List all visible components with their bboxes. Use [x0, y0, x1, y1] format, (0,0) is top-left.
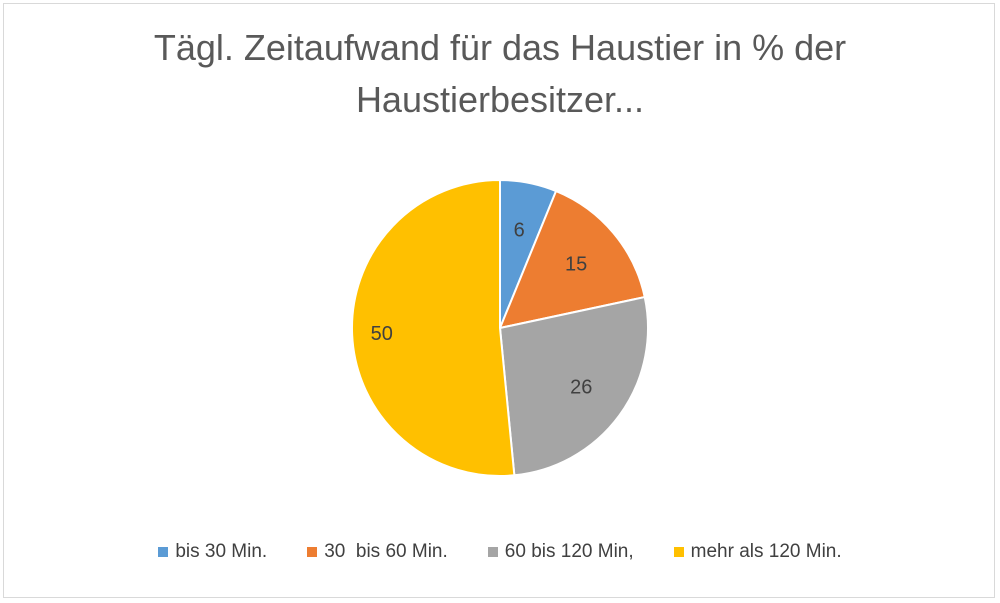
data-label-bis-30: 6 — [514, 220, 525, 242]
chart-title: Tägl. Zeitaufwand für das Haustier in % … — [0, 22, 1000, 126]
chart-title-line-2: Haustierbesitzer... — [355, 79, 645, 120]
legend-swatch-bis-30 — [158, 547, 169, 557]
legend-swatch-mehr-als-120 — [673, 547, 684, 557]
chart-title-line-1: Tägl. Zeitaufwand für das Haustier in % … — [153, 27, 847, 68]
pie-slice-mehr-als-120 — [351, 178, 516, 477]
data-label-60-bis-120: 26 — [570, 376, 592, 398]
pie-slice-60-bis-120 — [498, 295, 649, 477]
pie-slice-30-bis-60 — [498, 189, 646, 330]
legend-swatch-60-bis-120 — [487, 547, 498, 557]
legend-item-bis-30: bis 30 Min. — [158, 541, 267, 563]
legend-label-mehr-als-120: mehr als 120 Min. — [690, 541, 842, 562]
legend-item-60-bis-120: 60 bis 120 Min, — [487, 541, 634, 563]
legend: bis 30 Min. 30 bis 60 Min. 60 bis 120 Mi… — [0, 541, 1000, 563]
legend-label-60-bis-120: 60 bis 120 Min, — [504, 541, 634, 562]
data-label-mehr-als-120: 50 — [371, 323, 393, 345]
data-label-30-bis-60: 15 — [565, 253, 587, 275]
legend-label-30-bis-60: 30 bis 60 Min. — [324, 541, 448, 562]
legend-swatch-30-bis-60 — [307, 547, 318, 557]
legend-item-mehr-als-120: mehr als 120 Min. — [673, 541, 842, 563]
legend-item-30-bis-60: 30 bis 60 Min. — [307, 541, 448, 563]
legend-label-bis-30: bis 30 Min. — [175, 541, 268, 562]
